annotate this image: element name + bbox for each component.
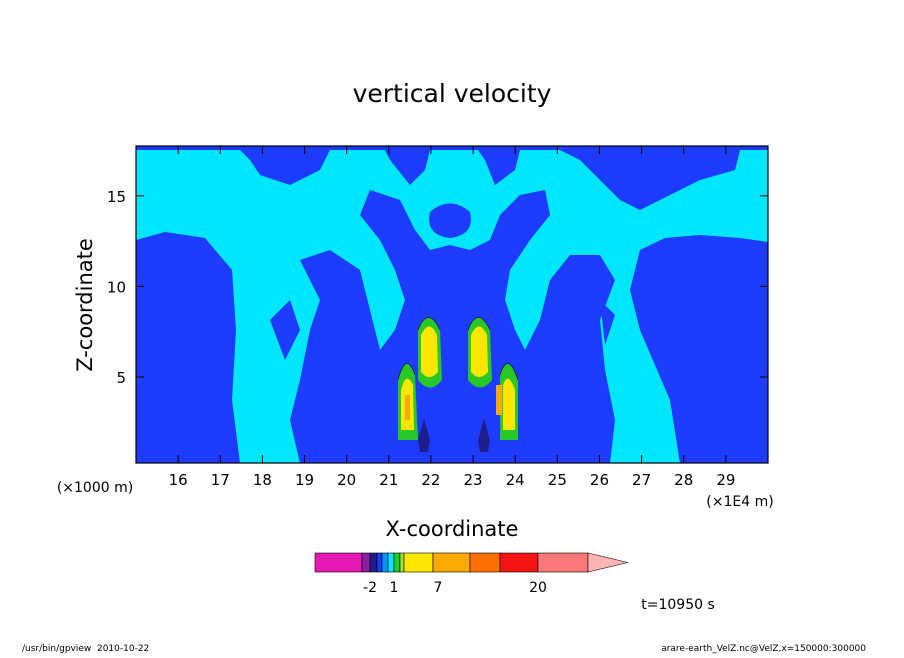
colorbar-segment: [469, 552, 501, 573]
footer-left: /usr/bin/gpview 2010-10-22: [22, 644, 149, 654]
x-tick-label: 22: [421, 471, 440, 489]
x-axis-label: X-coordinate: [386, 517, 519, 541]
colorbar-segment: [537, 552, 589, 573]
colorbar-segment: [314, 552, 363, 573]
colorbar-tick-label: 7: [434, 580, 443, 596]
y-tick-label: 10: [107, 278, 126, 296]
axes: 16 17 18 19 20 21 22 23 24 25 26 27 28 29 5 10 15: [107, 146, 768, 489]
colorbar-segment: [403, 552, 434, 573]
x-tick-label: 27: [632, 471, 651, 489]
x-tick-label: 24: [506, 471, 525, 489]
colorbar-tick-label: 20: [529, 580, 547, 596]
x-tick-label: 28: [674, 471, 693, 489]
colorbar: -2 1 7 20: [314, 552, 629, 596]
x-tick-label: 23: [464, 471, 483, 489]
colorbar-tick-label: 1: [390, 580, 399, 596]
colorbar-segment: [393, 552, 401, 573]
colorbar-segment: [399, 552, 405, 573]
chart-title: vertical velocity: [353, 79, 552, 108]
y-unit: (×1000 m): [57, 480, 133, 496]
x-tick-label: 19: [295, 471, 314, 489]
y-tick-label: 5: [116, 369, 126, 387]
x-tick-label: 21: [379, 471, 398, 489]
colorbar-segment: [369, 552, 378, 573]
colorbar-segment: [376, 552, 383, 573]
contour-field: [136, 146, 768, 463]
annotation: t=10950 s: [641, 597, 715, 613]
colorbar-extension: [587, 552, 629, 573]
footer-right: arare-earth_VelZ.nc@VelZ,x=150000:300000: [661, 644, 866, 654]
x-tick-label: 18: [253, 471, 272, 489]
x-unit: (×1E4 m): [706, 494, 773, 510]
x-tick-label: 20: [337, 471, 356, 489]
x-tick-label: 16: [169, 471, 188, 489]
colorbar-segment: [381, 552, 389, 573]
y-axis-label: Z-coordinate: [73, 238, 97, 372]
colorbar-segment: [387, 552, 395, 573]
colorbar-tick-label: -2: [363, 580, 377, 596]
colorbar-segment: [361, 552, 371, 573]
y-tick-label: 15: [107, 188, 126, 206]
x-tick-label: 29: [716, 471, 735, 489]
colorbar-segment: [432, 552, 471, 573]
x-tick-label: 17: [211, 471, 230, 489]
colorbar-segment: [499, 552, 539, 573]
plot-frame: [135, 145, 769, 464]
x-tick-label: 25: [548, 471, 567, 489]
x-tick-label: 26: [590, 471, 609, 489]
